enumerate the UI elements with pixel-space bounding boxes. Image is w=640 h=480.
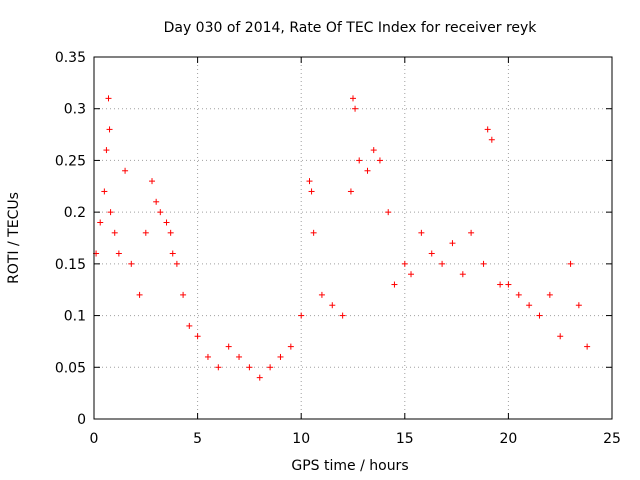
x-tick-label: 10 xyxy=(292,431,310,447)
data-point xyxy=(505,281,512,288)
data-point xyxy=(101,188,108,195)
data-point xyxy=(310,229,317,236)
data-point xyxy=(557,333,564,340)
data-point xyxy=(306,178,313,185)
data-point xyxy=(515,291,522,298)
data-point xyxy=(408,271,415,278)
data-point xyxy=(215,364,222,371)
data-point xyxy=(153,198,160,205)
x-axis-label: GPS time / hours xyxy=(291,458,408,474)
data-point xyxy=(298,312,305,319)
data-point xyxy=(480,260,487,267)
data-point xyxy=(186,322,193,329)
y-tick-label: 0.1 xyxy=(64,309,86,325)
data-point xyxy=(308,188,315,195)
data-point xyxy=(391,281,398,288)
data-point xyxy=(484,126,491,133)
data-point xyxy=(418,229,425,236)
data-point xyxy=(584,343,591,350)
data-point xyxy=(546,291,553,298)
data-point xyxy=(173,260,180,267)
data-point xyxy=(428,250,435,257)
data-point xyxy=(526,302,533,309)
data-point xyxy=(246,364,253,371)
data-point xyxy=(256,374,263,381)
data-point xyxy=(136,291,143,298)
data-point xyxy=(497,281,504,288)
data-point xyxy=(225,343,232,350)
data-point xyxy=(350,95,356,102)
data-point xyxy=(167,229,174,236)
chart-title: Day 030 of 2014, Rate Of TEC Index for r… xyxy=(164,20,538,36)
y-tick-label: 0.3 xyxy=(64,102,86,118)
data-point xyxy=(449,240,456,247)
data-point xyxy=(157,209,164,216)
data-point xyxy=(370,147,377,154)
data-point xyxy=(318,291,325,298)
data-point xyxy=(103,147,110,154)
x-tick-label: 0 xyxy=(90,431,99,447)
data-points-layer xyxy=(93,95,591,381)
y-tick-label: 0 xyxy=(77,412,86,428)
data-point xyxy=(163,219,170,226)
data-point xyxy=(128,260,135,267)
data-point xyxy=(194,333,201,340)
data-point xyxy=(468,229,475,236)
data-point xyxy=(575,302,582,309)
data-point xyxy=(401,260,408,267)
data-point xyxy=(277,353,284,360)
data-point xyxy=(356,157,363,164)
y-tick-label: 0.2 xyxy=(64,205,86,221)
y-tick-label: 0.35 xyxy=(55,50,86,66)
x-tick-label: 15 xyxy=(396,431,414,447)
data-point xyxy=(385,209,392,216)
data-point xyxy=(180,291,187,298)
data-point xyxy=(149,178,156,185)
y-axis-label: ROTI / TECUs xyxy=(6,192,22,284)
data-point xyxy=(105,95,112,102)
data-point xyxy=(267,364,274,371)
data-point xyxy=(142,229,149,236)
data-point xyxy=(439,260,446,267)
data-point xyxy=(329,302,336,309)
data-point xyxy=(376,157,383,164)
data-point xyxy=(488,136,495,143)
data-point xyxy=(115,250,122,257)
y-tick-label: 0.05 xyxy=(55,360,86,376)
data-point xyxy=(364,167,371,174)
data-point xyxy=(459,271,466,278)
y-tick-label: 0.15 xyxy=(55,257,86,273)
data-point xyxy=(97,219,104,226)
data-point xyxy=(287,343,294,350)
data-point xyxy=(536,312,543,319)
data-point xyxy=(567,260,574,267)
plot-area-border xyxy=(93,56,613,420)
data-point xyxy=(107,209,114,216)
ticks-layer: 0 0.05 0.1 0.15 0.2 0.25 0.3 0.35 0 5 10 15 20 25 xyxy=(55,50,621,447)
data-point xyxy=(236,353,243,360)
data-point xyxy=(106,126,113,133)
data-point xyxy=(347,188,354,195)
data-point xyxy=(204,353,211,360)
x-tick-label: 5 xyxy=(193,431,202,447)
data-point xyxy=(111,229,118,236)
data-point xyxy=(169,250,176,257)
x-tick-label: 20 xyxy=(499,431,517,447)
x-tick-label: 25 xyxy=(603,431,621,447)
y-tick-label: 0.25 xyxy=(55,153,86,169)
grid-layer xyxy=(94,57,612,419)
data-point xyxy=(339,312,346,319)
data-point xyxy=(122,167,129,174)
data-point xyxy=(352,105,359,112)
